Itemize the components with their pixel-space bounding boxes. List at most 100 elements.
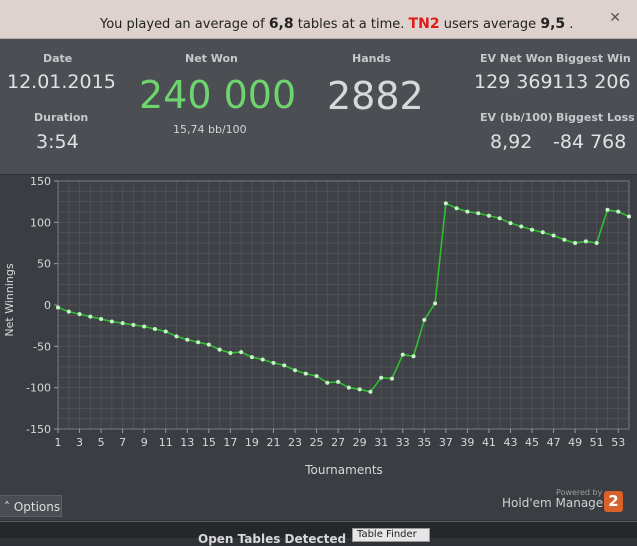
- data-point: [486, 213, 491, 218]
- data-point: [206, 342, 211, 347]
- hands-label: Hands: [352, 52, 391, 65]
- data-point: [120, 321, 125, 326]
- banner-prefix: You played an average of: [100, 17, 265, 32]
- data-point: [325, 380, 330, 385]
- ev-net-won-label: EV Net Won: [480, 52, 553, 65]
- data-point: [77, 312, 82, 317]
- data-point: [594, 241, 599, 245]
- data-point: [379, 375, 384, 380]
- data-point: [271, 360, 276, 365]
- x-tick-label: 5: [98, 436, 105, 449]
- data-point: [422, 317, 427, 322]
- data-point: [109, 319, 114, 324]
- x-tick-label: 27: [331, 436, 345, 449]
- x-tick-label: 53: [611, 436, 625, 449]
- date-value: 12.01.2015: [7, 71, 116, 93]
- data-point: [142, 324, 147, 329]
- data-point: [88, 314, 93, 319]
- data-point: [346, 385, 351, 390]
- date-label: Date: [43, 52, 73, 65]
- x-tick-label: 17: [223, 436, 237, 449]
- ev-bb-value: 8,92: [490, 131, 533, 153]
- duration-value: 3:54: [36, 131, 79, 153]
- data-point: [282, 363, 287, 368]
- biggest-loss-value: -84 768: [553, 131, 627, 153]
- net-won-value: 240 000: [139, 73, 297, 117]
- x-tick-label: 41: [482, 436, 496, 449]
- biggest-win-label: Biggest Win: [556, 52, 631, 65]
- banner-message: You played an average of 6,8 tables at a…: [100, 16, 573, 32]
- users-average-value: 9,5: [540, 16, 566, 32]
- x-tick-label: 33: [396, 436, 410, 449]
- x-tick-label: 21: [266, 436, 280, 449]
- data-point: [627, 214, 631, 219]
- bottom-status-bar: Open Tables Detected Table Finder: [0, 521, 637, 546]
- x-tick-label: 35: [417, 436, 431, 449]
- data-point: [519, 224, 524, 229]
- x-tick-label: 29: [353, 436, 367, 449]
- x-tick-label: 51: [590, 436, 604, 449]
- x-tick-label: 47: [547, 436, 561, 449]
- banner-users-text: users average: [443, 17, 537, 32]
- y-tick-label: -100: [26, 382, 51, 395]
- open-tables-label: Open Tables Detected: [198, 532, 347, 546]
- x-tick-label: 49: [568, 436, 582, 449]
- banner-suffix: .: [569, 17, 574, 32]
- x-tick-label: 39: [460, 436, 474, 449]
- data-point: [605, 207, 610, 212]
- options-button[interactable]: ˄ Options: [0, 495, 62, 517]
- ev-bb-label: EV (bb/100): [480, 111, 553, 124]
- y-axis-label: Net Winnings: [3, 263, 16, 336]
- data-point: [196, 340, 201, 345]
- data-point: [443, 201, 448, 206]
- y-tick-label: 150: [30, 175, 51, 188]
- brand-name: Hold'em Manager: [502, 496, 609, 510]
- data-point: [551, 233, 556, 238]
- tables-average-value: 6,8: [268, 16, 294, 32]
- data-point: [185, 337, 190, 342]
- data-point: [411, 354, 416, 359]
- x-tick-label: 45: [525, 436, 539, 449]
- x-tick-label: 13: [180, 436, 194, 449]
- data-point: [99, 317, 104, 322]
- data-point: [174, 334, 179, 339]
- x-tick-label: 3: [76, 436, 83, 449]
- session-stats-panel: Date 12.01.2015 Duration 3:54 Net Won 24…: [0, 39, 637, 174]
- data-point: [583, 239, 588, 244]
- hm2-logo-icon: 2: [604, 491, 623, 512]
- data-point: [616, 209, 621, 214]
- data-point: [433, 301, 438, 306]
- y-tick-label: -150: [26, 423, 51, 436]
- x-axis-ticks: 1 3 5 7 9 11 13 15 17 19 21 23 25 27 29 31 33 35 37 39 41 43 4…: [55, 429, 625, 449]
- data-point: [540, 230, 545, 235]
- data-point: [573, 241, 578, 245]
- site-name: TN2: [408, 16, 440, 32]
- y-tick-label: -50: [33, 340, 51, 353]
- close-icon[interactable]: ✕: [609, 10, 621, 26]
- duration-label: Duration: [34, 111, 89, 124]
- data-point: [152, 326, 157, 331]
- biggest-loss-label: Biggest Loss: [556, 111, 635, 124]
- x-tick-label: 7: [119, 436, 126, 449]
- options-label: Options: [13, 500, 61, 514]
- table-finder-button[interactable]: Table Finder: [352, 528, 430, 542]
- x-tick-label: 11: [159, 436, 173, 449]
- x-tick-label: 37: [439, 436, 453, 449]
- data-point: [389, 376, 394, 381]
- data-point: [336, 379, 341, 384]
- powered-by-label: Powered by: [556, 488, 603, 497]
- chevron-up-icon: ˄: [4, 500, 10, 514]
- x-tick-label: 31: [374, 436, 388, 449]
- data-point: [260, 357, 265, 362]
- data-point: [293, 368, 298, 373]
- biggest-win-value: 113 206: [552, 71, 631, 93]
- net-winnings-chart-area: -150 -100 -50 0 50 100 150 1 3 5 7 9 11 13 15 17 19 21 23…: [0, 175, 637, 520]
- x-axis-label: Tournaments: [304, 463, 383, 477]
- average-tables-banner: You played an average of 6,8 tables at a…: [0, 0, 637, 39]
- x-tick-label: 1: [55, 436, 62, 449]
- x-tick-label: 43: [503, 436, 517, 449]
- data-point: [476, 211, 481, 216]
- data-point: [228, 350, 233, 355]
- series-group: [56, 201, 631, 394]
- data-point: [131, 322, 136, 327]
